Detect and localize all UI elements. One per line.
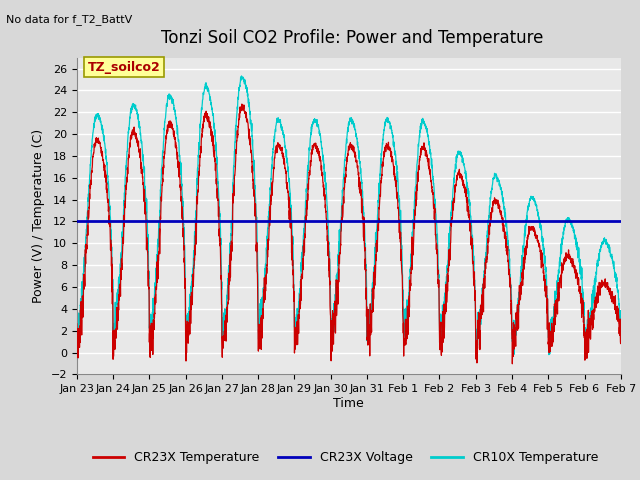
Text: TZ_soilco2: TZ_soilco2 <box>88 60 161 74</box>
Text: No data for f_T2_BattV: No data for f_T2_BattV <box>6 14 132 25</box>
X-axis label: Time: Time <box>333 397 364 410</box>
Legend: CR23X Temperature, CR23X Voltage, CR10X Temperature: CR23X Temperature, CR23X Voltage, CR10X … <box>88 446 603 469</box>
Text: Tonzi Soil CO2 Profile: Power and Temperature: Tonzi Soil CO2 Profile: Power and Temper… <box>161 29 543 47</box>
Y-axis label: Power (V) / Temperature (C): Power (V) / Temperature (C) <box>32 129 45 303</box>
